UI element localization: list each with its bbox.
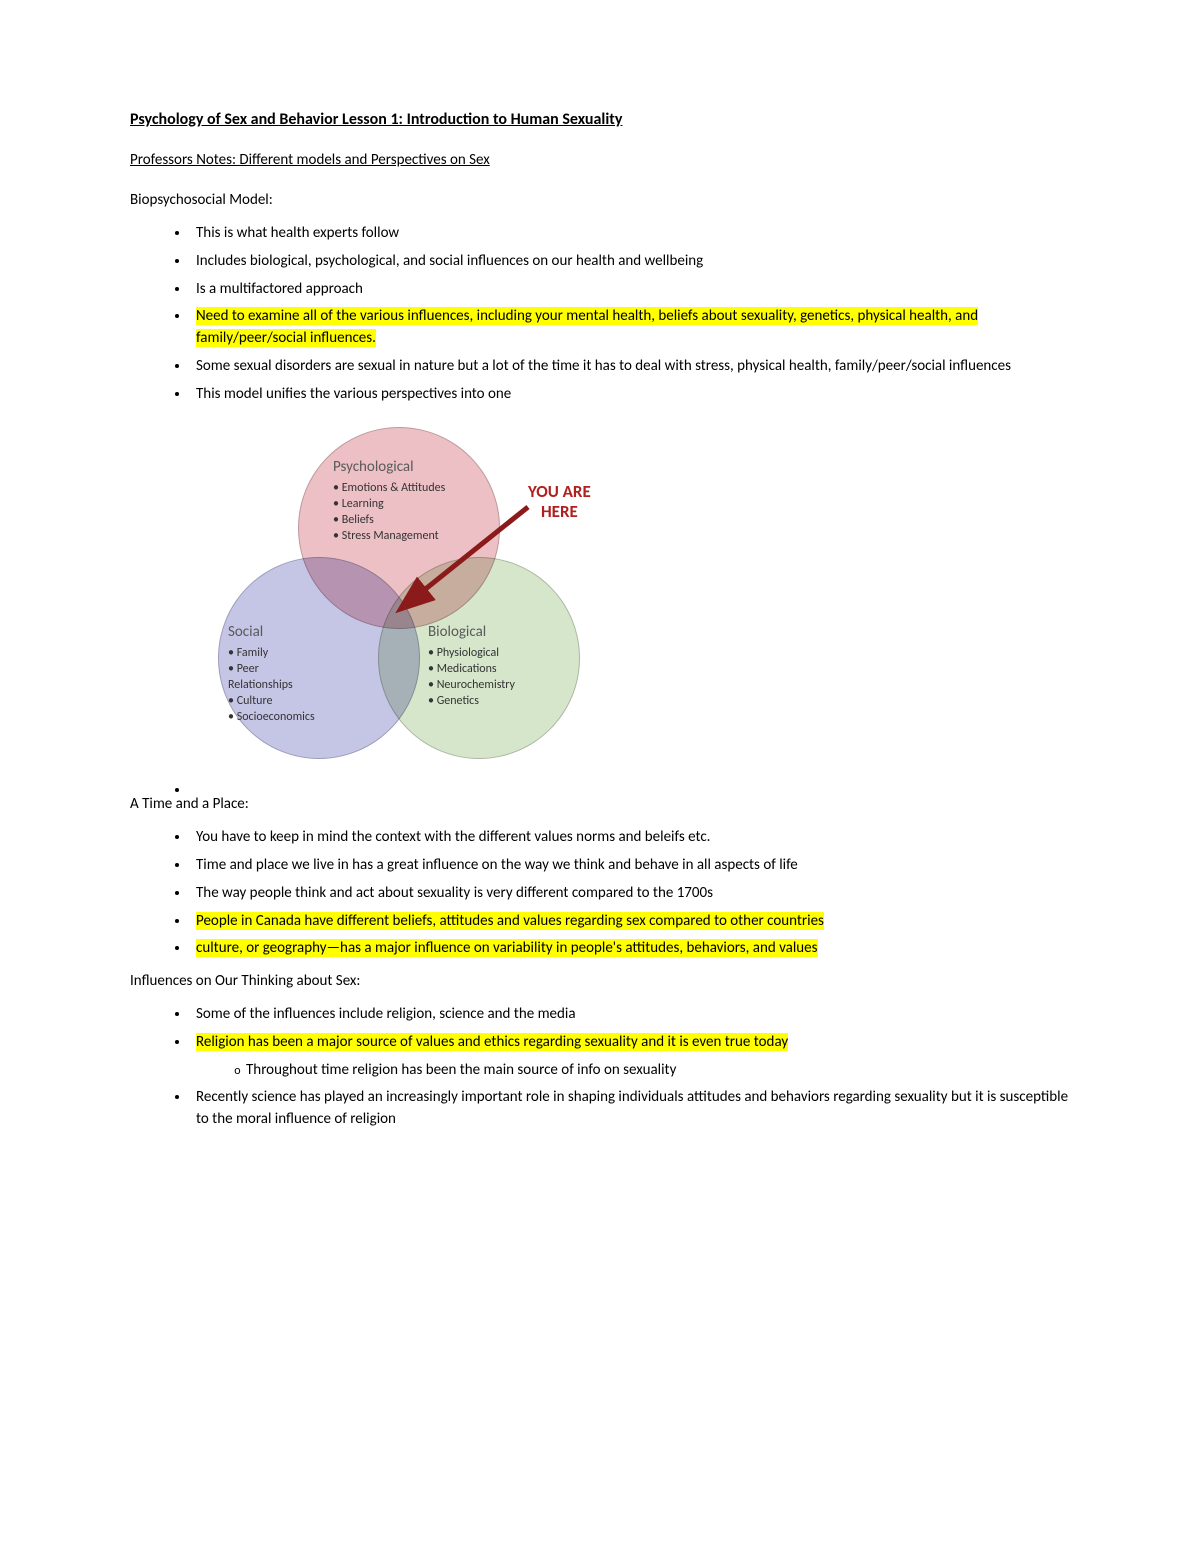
highlighted-text: culture, or geography—has a major influe… <box>196 939 818 957</box>
highlighted-text: People in Canada have different beliefs,… <box>196 912 824 930</box>
section-head-influences: Influences on Our Thinking about Sex: <box>130 972 1070 990</box>
list-item: Some of the influences include religion,… <box>190 1004 1070 1026</box>
venn-item: • Peer <box>228 662 259 676</box>
venn-diagram-container: Psychological • Emotions & Attitudes • L… <box>178 417 1070 777</box>
venn-label-psychological: Psychological • Emotions & Attitudes • L… <box>333 457 493 544</box>
section-head-biopsychosocial: Biopsychosocial Model: <box>130 191 1070 209</box>
list-item: Throughout time religion has been the ma… <box>246 1060 1070 1082</box>
you-are-here-line2: HERE <box>541 501 578 522</box>
list-item: Religion has been a major source of valu… <box>190 1032 1070 1082</box>
venn-item: • Family <box>228 646 268 660</box>
venn-heading: Psychological <box>333 457 493 477</box>
venn-item: • Culture <box>228 694 272 708</box>
venn-item: Relationships <box>228 678 293 692</box>
venn-label-social: Social • Family • Peer Relationships • C… <box>228 622 358 725</box>
bullet-list-section1: This is what health experts follow Inclu… <box>130 223 1070 405</box>
venn-heading: Social <box>228 622 358 642</box>
venn-item: • Learning <box>333 497 384 511</box>
list-item: Some sexual disorders are sexual in natu… <box>190 356 1070 378</box>
you-are-here-label: YOU ARE HERE <box>528 482 591 521</box>
venn-item: • Beliefs <box>333 513 374 527</box>
list-item: Time and place we live in has a great in… <box>190 855 1070 877</box>
venn-item: • Socioeconomics <box>228 710 315 724</box>
bullet-list-section3: Some of the influences include religion,… <box>130 1004 1070 1131</box>
list-item: culture, or geography—has a major influe… <box>190 938 1070 960</box>
venn-item: • Physiological <box>428 646 499 660</box>
highlighted-text: Need to examine all of the various influ… <box>196 307 978 347</box>
venn-label-biological: Biological • Physiological • Medications… <box>428 622 578 709</box>
list-item: Includes biological, psychological, and … <box>190 251 1070 273</box>
document-page: Psychology of Sex and Behavior Lesson 1:… <box>0 0 1200 1203</box>
venn-diagram: Psychological • Emotions & Attitudes • L… <box>178 417 618 777</box>
list-item: The way people think and act about sexua… <box>190 883 1070 905</box>
page-title: Psychology of Sex and Behavior Lesson 1:… <box>130 110 1070 129</box>
list-item-empty <box>190 781 1070 785</box>
venn-heading: Biological <box>428 622 578 642</box>
venn-item: • Stress Management <box>333 529 439 543</box>
list-item: People in Canada have different beliefs,… <box>190 911 1070 933</box>
list-item: Recently science has played an increasin… <box>190 1087 1070 1131</box>
venn-item: • Medications <box>428 662 497 676</box>
venn-item: • Emotions & Attitudes <box>333 481 445 495</box>
list-item: Need to examine all of the various influ… <box>190 306 1070 350</box>
venn-item: • Neurochemistry <box>428 678 515 692</box>
list-item: You have to keep in mind the context wit… <box>190 827 1070 849</box>
page-subtitle: Professors Notes: Different models and P… <box>130 151 1070 169</box>
empty-bullet <box>130 781 1070 785</box>
list-item: Is a multifactored approach <box>190 279 1070 301</box>
sub-bullet-list: Throughout time religion has been the ma… <box>196 1060 1070 1082</box>
bullet-list-section2: You have to keep in mind the context wit… <box>130 827 1070 960</box>
list-item: This is what health experts follow <box>190 223 1070 245</box>
you-are-here-line1: YOU ARE <box>528 481 591 502</box>
section-head-time-place: A Time and a Place: <box>130 795 1070 813</box>
list-item: This model unifies the various perspecti… <box>190 384 1070 406</box>
venn-item: • Genetics <box>428 694 479 708</box>
highlighted-text: Religion has been a major source of valu… <box>196 1033 788 1051</box>
